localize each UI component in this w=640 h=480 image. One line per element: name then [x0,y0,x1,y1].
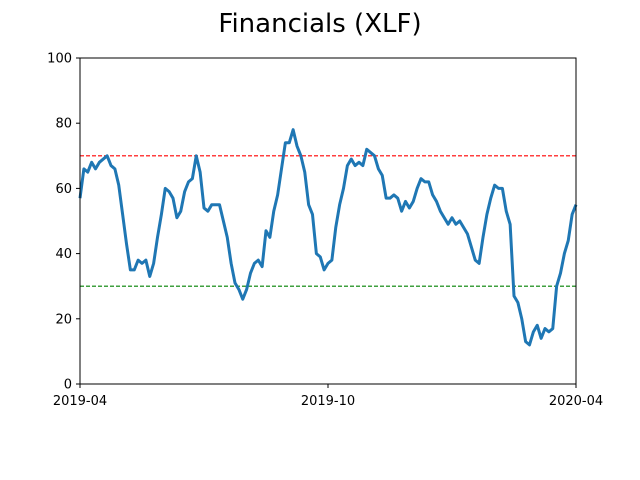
x-tick-label: 2020-04 [549,394,603,409]
x-tick-label: 2019-04 [53,394,107,409]
chart-title: Financials (XLF) [218,9,421,39]
plot-frame [79,57,577,385]
y-tick-label: 0 [64,378,72,393]
y-tick-label: 20 [55,312,72,327]
x-tick-label: 2019-10 [301,394,355,409]
y-tick-label: 100 [47,52,72,67]
y-tick-label: 60 [55,182,72,197]
y-tick-label: 80 [55,117,72,132]
data-line [78,128,578,347]
y-tick-label: 40 [55,247,72,262]
